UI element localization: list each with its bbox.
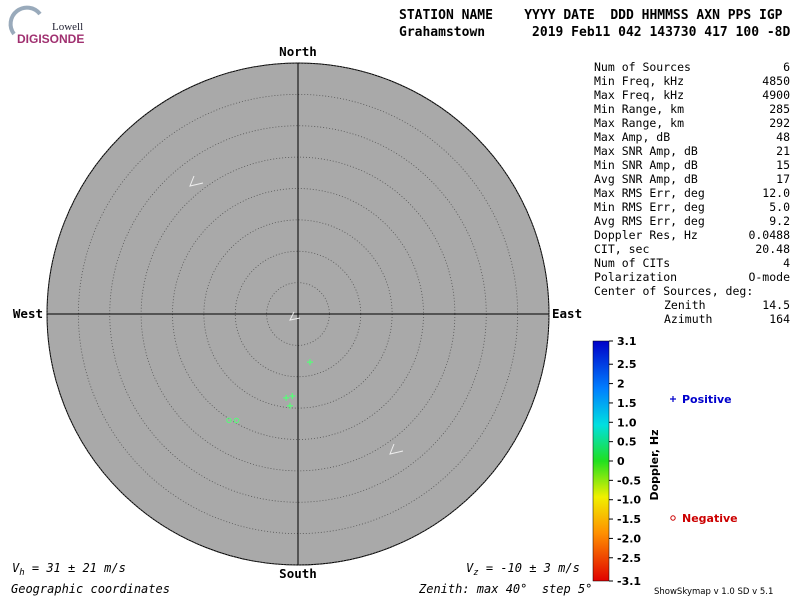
aux-marker	[389, 443, 404, 455]
vh-text: Vh = 31 ± 21 m/s	[12, 561, 126, 578]
stat-value: 0.0488	[748, 228, 790, 242]
colorbar-tick-label: -0.5	[617, 474, 641, 487]
version-text: ShowSkymap v 1.0 SD v 5.1	[654, 587, 773, 597]
stat-label: Avg SNR Amp, dB	[594, 172, 698, 186]
stat-value: 12.0	[762, 186, 790, 200]
source-point	[286, 402, 293, 409]
stat-label: Avg RMS Err, deg	[594, 214, 705, 228]
vz-sub: z	[473, 568, 478, 578]
stat-value: 48	[776, 130, 790, 144]
legend-marker	[670, 396, 676, 402]
colorbar-label: Doppler, Hz	[648, 429, 661, 500]
stat-label: Min Freq, kHz	[594, 74, 684, 88]
colorbar-tick-label: 1.5	[617, 397, 637, 410]
vz-text: Vz = -10 ± 3 m/s	[466, 561, 580, 578]
stat-value: 164	[769, 312, 790, 326]
direction-label: West	[13, 306, 43, 321]
colorbar-tick-label: -1.5	[617, 513, 641, 526]
colorbar-tick-label: 0.5	[617, 436, 637, 449]
stat-label: Max SNR Amp, dB	[594, 144, 698, 158]
stat-value: 292	[769, 116, 790, 130]
stat-label: Min Range, km	[594, 102, 684, 116]
colorbar-tick-label: 2.5	[617, 358, 637, 371]
colorbar	[592, 340, 610, 582]
coords-text: Geographic coordinates	[11, 582, 170, 596]
aux-marker	[289, 311, 301, 321]
colorbar-tick-label: -1.0	[617, 494, 641, 507]
colorbar-tick-label: -3.1	[617, 575, 641, 588]
legend-label: Positive	[682, 393, 732, 406]
colorbar-tick-label: 3.1	[617, 335, 637, 348]
zenith-info: Zenith: max 40° step 5°	[418, 582, 592, 596]
direction-label: South	[279, 566, 317, 581]
direction-label: East	[552, 306, 582, 321]
source-point	[226, 417, 232, 424]
stat-label: Max Amp, dB	[594, 130, 670, 144]
stat-label: Azimuth	[664, 312, 712, 326]
header-line: STATION NAME YYYY DATE DDD HHMMSS AXN PP…	[399, 8, 783, 23]
legend-marker	[670, 515, 676, 521]
source-point	[289, 393, 296, 400]
source-point	[233, 417, 240, 424]
stat-value: 14.5	[762, 298, 790, 312]
stat-value: 4900	[762, 88, 790, 102]
stat-label: Num of Sources	[594, 60, 691, 74]
stat-label: Max Range, km	[594, 116, 684, 130]
source-point	[306, 359, 313, 366]
colorbar-tick-label: 2	[617, 378, 625, 391]
stat-value: 4	[783, 256, 790, 270]
stat-label: Min SNR Amp, dB	[594, 158, 698, 172]
legend-label: Negative	[682, 512, 738, 525]
stat-label: Doppler Res, Hz	[594, 228, 698, 242]
logo-top: Lowell	[52, 21, 83, 33]
stat-value: 20.48	[755, 242, 790, 256]
stat-value: 21	[776, 144, 790, 158]
colorbar-tick-label: -2.5	[617, 552, 641, 565]
source-point	[283, 394, 290, 401]
colorbar-tick-label: 1.0	[617, 416, 637, 429]
stat-label: Num of CITs	[594, 256, 670, 270]
stat-value: 9.2	[769, 214, 790, 228]
vh-sub: h	[19, 568, 24, 578]
stat-value: 17	[776, 172, 790, 186]
stat-label: Center of Sources, deg:	[594, 284, 753, 298]
stat-value: 6	[783, 60, 790, 74]
stat-label: Zenith	[664, 298, 706, 312]
colorbar-tick-label: 0	[617, 455, 625, 468]
logo-swirl	[8, 5, 42, 36]
direction-label: North	[279, 44, 317, 59]
vh-symbol: V	[12, 561, 20, 575]
aux-marker	[189, 175, 204, 187]
stat-value: 4850	[762, 74, 790, 88]
logo-bottom: DIGISONDE	[17, 32, 84, 46]
stat-label: Max Freq, kHz	[594, 88, 684, 102]
stat-value: 15	[776, 158, 790, 172]
vz-symbol: V	[466, 561, 474, 575]
stat-value: 285	[769, 102, 790, 116]
vh-value: = 31 ± 21 m/s	[25, 561, 126, 575]
stat-value: O-mode	[748, 270, 790, 284]
stat-label: Max RMS Err, deg	[594, 186, 705, 200]
stat-label: CIT, sec	[594, 242, 649, 256]
vz-value: = -10 ± 3 m/s	[479, 561, 580, 575]
header-line: Grahamstown 2019 Feb11 042 143730 417 10…	[399, 25, 791, 40]
stat-label: Min RMS Err, deg	[594, 200, 705, 214]
colorbar-tick-label: -2.0	[617, 532, 641, 545]
stat-label: Polarization	[594, 270, 677, 284]
stat-value: 5.0	[769, 200, 790, 214]
